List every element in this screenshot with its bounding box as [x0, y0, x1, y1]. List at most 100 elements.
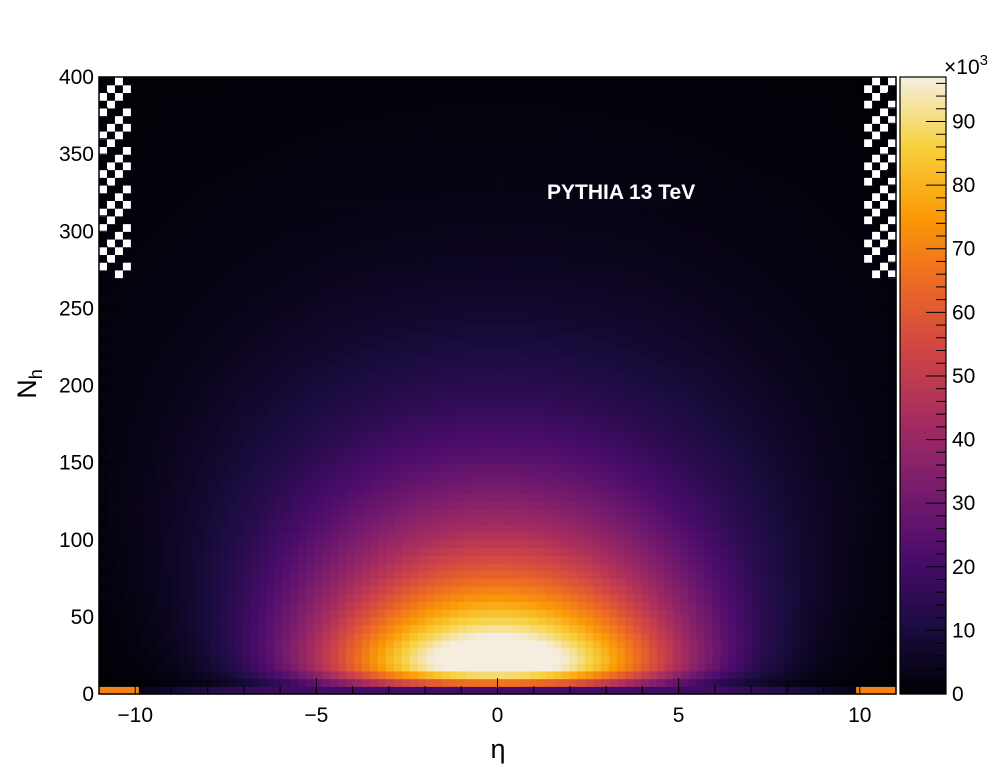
heatmap-cell [258, 323, 267, 333]
heatmap-cell [449, 462, 459, 471]
heatmap-cell [776, 555, 786, 564]
heatmap-cell [401, 508, 411, 518]
heatmap-cell [497, 609, 507, 618]
heatmap-cell [625, 555, 634, 564]
heatmap-cell [848, 408, 857, 417]
heatmap-cell [441, 408, 451, 417]
heatmap-cell [824, 632, 833, 641]
heatmap-cell [457, 632, 467, 641]
heatmap-cell [194, 547, 204, 556]
heatmap-cell [409, 501, 419, 510]
heatmap-cell [433, 408, 443, 417]
heatmap-cell [99, 586, 108, 595]
heatmap-cell [441, 424, 451, 433]
heatmap-cell [377, 493, 387, 502]
heatmap-cell [473, 532, 483, 541]
heatmap-cell [824, 547, 833, 556]
heatmap-cell [521, 416, 530, 425]
heatmap-cell [250, 516, 259, 525]
heatmap-cell [170, 323, 180, 333]
heatmap-cell [202, 539, 212, 549]
heatmap-cell [609, 362, 618, 371]
heatmap-cell [561, 570, 570, 579]
heatmap-cell [864, 424, 873, 433]
heatmap-cell [768, 578, 778, 587]
heatmap-cell [712, 547, 722, 556]
heatmap-cell [146, 362, 156, 371]
heatmap-cell [138, 547, 148, 556]
heatmap-cell [760, 478, 770, 487]
heatmap-cell [505, 539, 515, 549]
heatmap-cell [744, 670, 754, 680]
heatmap-cell [561, 686, 570, 695]
heatmap-cell [106, 539, 116, 549]
heatmap-cell [577, 570, 586, 579]
heatmap-cell [497, 331, 507, 340]
heatmap-cell [202, 370, 212, 379]
heatmap-cell [744, 385, 754, 394]
heatmap-cell [338, 323, 347, 333]
heatmap-cell [832, 539, 841, 549]
heatmap-cell [170, 647, 180, 657]
heatmap-cell [441, 524, 451, 533]
heatmap-cell [417, 431, 427, 441]
heatmap-cell [449, 323, 459, 333]
heatmap-cell [258, 501, 267, 510]
heatmap-cell [186, 532, 196, 541]
heatmap-cell [832, 678, 841, 687]
heatmap-cell [409, 354, 419, 363]
heatmap-cell [513, 670, 523, 680]
heatmap-cell [354, 308, 363, 317]
heatmap-cell [282, 632, 291, 641]
heatmap-cell [752, 447, 762, 456]
heatmap-cell [609, 547, 618, 556]
heatmap-cell [800, 385, 809, 394]
heatmap-cell [704, 393, 714, 402]
heatmap-cell [314, 370, 323, 379]
heatmap-cell [338, 655, 347, 664]
heatmap-cell [792, 323, 801, 333]
heatmap-cell [354, 316, 363, 325]
heatmap-cell [768, 431, 778, 441]
heatmap-cell [656, 308, 666, 317]
heatmap-cell [888, 578, 897, 587]
heatmap-cell [401, 354, 411, 363]
heatmap-cell [194, 308, 204, 317]
heatmap-cell [433, 570, 443, 579]
heatmap-cell [242, 454, 252, 464]
heatmap-cell [122, 439, 132, 448]
heatmap-cell [712, 470, 722, 479]
heatmap-cell [202, 663, 212, 672]
heatmap-cell [274, 470, 283, 479]
heatmap-cell [752, 393, 762, 402]
heatmap-cell [513, 647, 523, 657]
heatmap-cell [178, 578, 188, 587]
heatmap-cell [728, 555, 738, 564]
heatmap-cell [752, 586, 762, 595]
heatmap-cell [585, 562, 594, 572]
heatmap-cell [648, 609, 658, 618]
heatmap-cell [218, 462, 228, 471]
heatmap-cell [330, 562, 339, 572]
heatmap-cell [760, 570, 770, 579]
heatmap-cell [569, 593, 578, 603]
heatmap-cell [457, 370, 467, 379]
heatmap-cell [680, 424, 690, 433]
heatmap-cell [210, 339, 220, 348]
heatmap-cell [162, 640, 172, 649]
heatmap-cell [242, 377, 252, 387]
heatmap-cell [585, 454, 594, 464]
heatmap-cell [776, 339, 786, 348]
heatmap-cell [234, 616, 244, 626]
heatmap-cell [409, 655, 419, 664]
heatmap-cell [808, 354, 817, 363]
heatmap-cell [609, 462, 618, 471]
heatmap-cell [377, 439, 387, 448]
heatmap-cell [314, 478, 323, 487]
heatmap-cell [433, 393, 443, 402]
heatmap-cell [696, 478, 706, 487]
heatmap-cell [354, 609, 363, 618]
heatmap-cell [760, 385, 770, 394]
heatmap-cell [545, 331, 554, 340]
heatmap-cell [314, 424, 323, 433]
